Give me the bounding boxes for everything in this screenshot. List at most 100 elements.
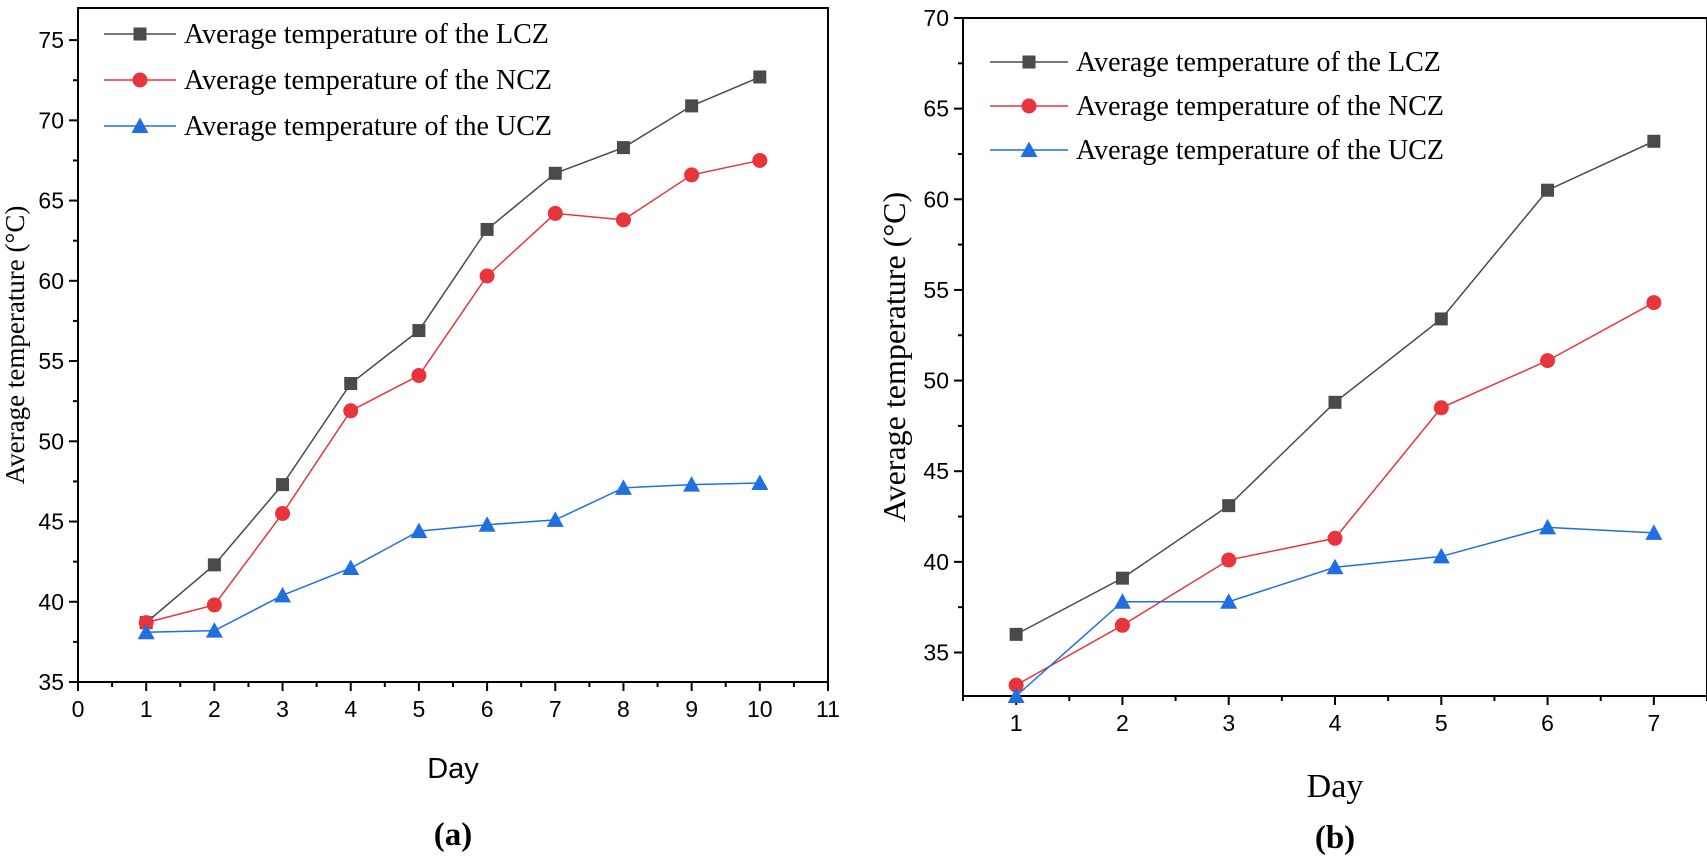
data-point: [275, 506, 291, 521]
series-line: [1015, 526, 1654, 697]
y-tick-label: 70: [923, 5, 949, 31]
data-point: [1645, 524, 1663, 540]
x-tick-label: 6: [1541, 710, 1554, 736]
x-tick-label: 1: [1010, 710, 1023, 736]
data-point: [1328, 395, 1342, 409]
y-tick-label: 60: [38, 268, 64, 294]
data-point: [1432, 547, 1450, 564]
data-point: [614, 479, 632, 495]
y-tick-label: 75: [38, 27, 64, 53]
legend-label: Average temperature of the UCZ: [184, 111, 552, 142]
x-tick-label: 2: [1116, 710, 1129, 736]
x-tick-label: 3: [276, 696, 289, 722]
legend-label: Average temperature of the LCZ: [184, 19, 549, 50]
series-line: [1015, 301, 1655, 686]
data-point: [683, 476, 701, 492]
x-tick-label: 5: [413, 696, 426, 722]
y-tick-label: 55: [923, 277, 949, 303]
data-point: [206, 597, 222, 613]
x-tick-label: 5: [1435, 710, 1448, 736]
y-tick-label: 50: [923, 368, 949, 394]
x-tick-label: 11: [816, 696, 840, 722]
panel-label: (b): [1315, 820, 1355, 856]
data-point: [546, 511, 564, 527]
data-point: [479, 268, 495, 284]
data-point: [684, 167, 700, 183]
series-line: [145, 76, 761, 624]
series-circle: [1008, 295, 1662, 693]
y-tick-label: 70: [38, 107, 64, 133]
y-tick-label: 40: [38, 589, 64, 615]
x-tick-label: 4: [1329, 710, 1342, 736]
y-tick-label: 65: [38, 188, 64, 214]
data-point: [753, 70, 767, 84]
y-tick-label: 50: [38, 428, 64, 454]
data-point: [1539, 518, 1557, 535]
legend-label: Average temperature of the LCZ: [1076, 47, 1441, 78]
panel-label: (a): [434, 817, 472, 853]
data-point: [1646, 295, 1662, 311]
x-tick-label: 10: [747, 696, 773, 722]
data-point: [1009, 627, 1023, 641]
data-point: [548, 166, 562, 180]
x-tick-label: 9: [685, 696, 698, 722]
x-tick-label: 7: [549, 696, 562, 722]
x-tick-label: 0: [72, 696, 85, 722]
y-tick-label: 45: [923, 458, 949, 484]
legend-marker: [1020, 141, 1038, 157]
data-point: [480, 222, 494, 236]
data-point: [752, 152, 768, 168]
legend-marker: [1021, 98, 1037, 114]
data-point: [1220, 593, 1238, 609]
data-point: [1222, 499, 1236, 513]
data-point: [1114, 617, 1130, 633]
data-point: [1326, 558, 1344, 575]
data-point: [344, 377, 358, 391]
x-axis-label: Day: [1307, 768, 1364, 805]
y-tick-label: 40: [923, 549, 949, 575]
data-point: [205, 622, 223, 638]
data-point: [207, 558, 221, 572]
y-axis-label: Average temperature (°C): [876, 192, 912, 522]
data-point: [1540, 353, 1556, 369]
series-circle: [138, 152, 768, 631]
data-point: [410, 522, 428, 539]
data-point: [1433, 400, 1449, 416]
y-tick-label: 35: [923, 639, 949, 665]
legend: Average temperature of the LCZ Average te…: [104, 19, 552, 142]
x-tick-label: 7: [1647, 710, 1660, 736]
data-point: [547, 205, 563, 221]
data-point: [751, 474, 769, 491]
data-point: [1327, 530, 1343, 546]
y-tick-label: 45: [38, 509, 64, 535]
data-point: [343, 403, 359, 419]
series-line: [145, 159, 760, 624]
legend-marker: [132, 72, 148, 88]
y-tick-label: 35: [38, 669, 64, 695]
y-tick-label: 65: [923, 96, 949, 122]
x-tick-label: 4: [344, 696, 357, 722]
x-tick-label: 8: [617, 696, 630, 722]
legend: Average temperature of the LCZ Average te…: [990, 47, 1444, 166]
legend-marker: [1022, 55, 1036, 69]
x-tick-label: 2: [208, 696, 221, 722]
series-triangle: [137, 474, 769, 640]
data-point: [1647, 134, 1661, 148]
data-point: [1113, 593, 1131, 609]
data-point: [1115, 571, 1129, 585]
legend-marker: [131, 117, 149, 133]
legend-label: Average temperature of the UCZ: [1076, 135, 1444, 166]
data-point: [1008, 677, 1024, 693]
data-point: [1434, 312, 1448, 326]
data-point: [478, 516, 496, 532]
series-square: [139, 70, 767, 630]
data-point: [616, 141, 630, 155]
legend-label: Average temperature of the NCZ: [184, 65, 552, 96]
x-tick-label: 3: [1222, 710, 1235, 736]
x-tick-label: 6: [481, 696, 494, 722]
y-tick-label: 55: [38, 348, 64, 374]
data-point: [685, 99, 699, 113]
y-axis-label: Average temperature (°C): [0, 206, 30, 485]
